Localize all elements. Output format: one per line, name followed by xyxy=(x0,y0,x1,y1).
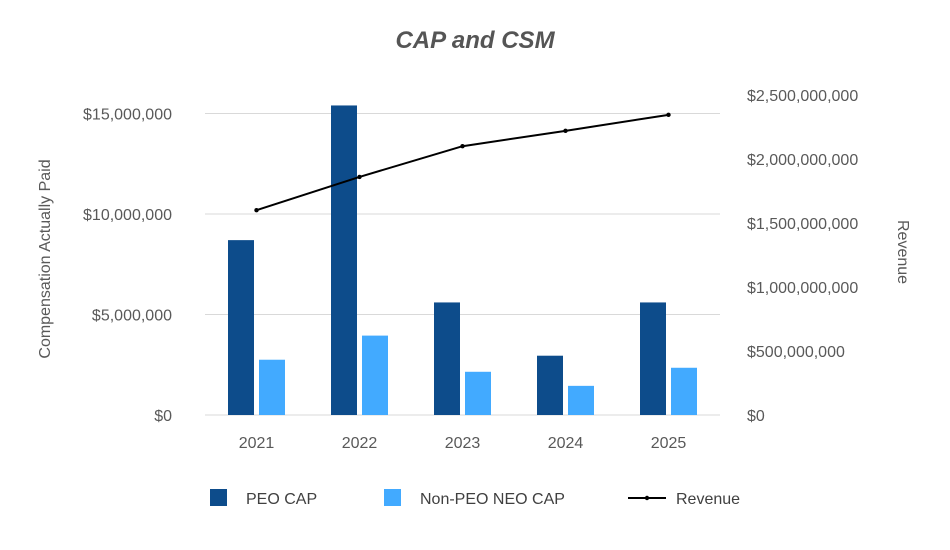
left-axis-tick-label: $10,000,000 xyxy=(83,207,172,224)
right-axis-tick-label: $2,500,000,000 xyxy=(747,88,858,105)
bars xyxy=(228,105,697,416)
left-axis-tick-label: $15,000,000 xyxy=(83,107,172,124)
right-axis-ticks: $0 $500,000,000 $1,000,000,000 $1,500,000,0… xyxy=(747,88,858,425)
right-axis-tick-label: $2,000,000,000 xyxy=(747,152,858,169)
non-peo-neo-cap-bar xyxy=(671,367,697,415)
legend-swatch xyxy=(384,489,401,506)
x-axis-tick-label: 2025 xyxy=(651,435,687,452)
legend-label: Revenue xyxy=(676,491,740,508)
revenue-point xyxy=(254,208,259,213)
peo-cap-bar xyxy=(537,355,563,415)
revenue-point xyxy=(460,144,465,149)
legend-label: PEO CAP xyxy=(246,491,317,508)
non-peo-neo-cap-bar xyxy=(362,335,388,415)
revenue-line xyxy=(256,113,669,212)
peo-cap-bar xyxy=(640,302,666,415)
peo-cap-bar xyxy=(434,302,460,415)
x-axis-ticks: 2021 2022 2023 2024 2025 xyxy=(239,435,687,452)
right-axis-tick-label: $500,000,000 xyxy=(747,344,845,361)
revenue-point xyxy=(357,174,362,180)
legend-line-marker xyxy=(644,495,650,501)
non-peo-neo-cap-bar xyxy=(465,371,491,415)
x-axis-tick-label: 2023 xyxy=(445,435,481,452)
peo-cap-bar xyxy=(228,240,254,415)
x-axis-tick-label: 2022 xyxy=(342,435,378,452)
left-axis-tick-label: $0 xyxy=(154,408,172,425)
x-axis-tick-label: 2021 xyxy=(239,435,275,452)
legend: PEO CAP Non-PEO NEO CAP Revenue xyxy=(210,489,740,508)
gridlines xyxy=(205,113,720,416)
revenue-line-layer xyxy=(254,112,671,213)
peo-cap-bar xyxy=(331,105,357,416)
chart-title: CAP and CSM xyxy=(395,27,555,54)
non-peo-neo-cap-bar xyxy=(568,385,594,415)
left-axis-title: Compensation Actually Paid xyxy=(37,159,54,358)
right-axis-title: Revenue xyxy=(894,220,911,284)
left-axis-tick-label: $5,000,000 xyxy=(92,308,172,325)
legend-swatch xyxy=(210,489,227,506)
right-axis-tick-label: $0 xyxy=(747,408,765,425)
revenue-point xyxy=(666,112,671,118)
right-axis-tick-label: $1,500,000,000 xyxy=(747,216,858,233)
x-axis-tick-label: 2024 xyxy=(548,435,584,452)
non-peo-neo-cap-bar xyxy=(259,359,285,415)
revenue-point xyxy=(563,128,568,134)
right-axis-tick-label: $1,000,000,000 xyxy=(747,280,858,297)
legend-label: Non-PEO NEO CAP xyxy=(420,491,565,508)
left-axis-ticks: $0 $5,000,000 $10,000,000 $15,000,000 xyxy=(83,107,172,426)
